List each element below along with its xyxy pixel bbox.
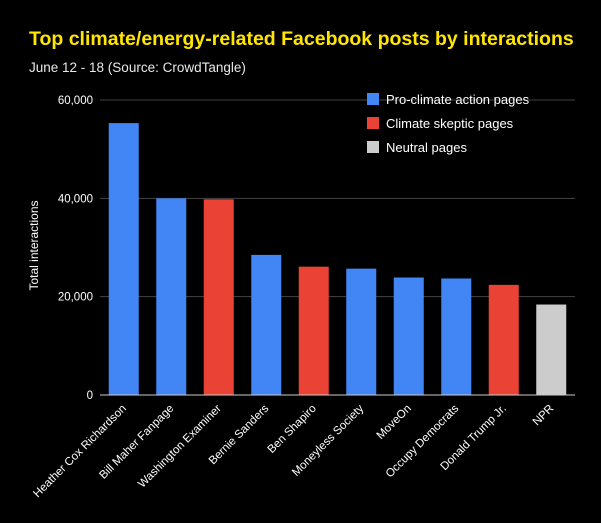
bar	[536, 304, 567, 395]
y-tick-label: 0	[87, 390, 93, 402]
y-tick-label: 20,000	[58, 292, 93, 304]
chart-subtitle: June 12 - 18 (Source: CrowdTangle)	[29, 60, 246, 75]
bar	[156, 198, 187, 395]
bar	[488, 284, 519, 395]
legend-label: Pro-climate action pages	[386, 92, 530, 107]
legend-label: Climate skeptic pages	[386, 116, 514, 131]
x-category-label: NPR	[531, 403, 557, 429]
legend-label: Neutral pages	[386, 140, 467, 155]
bar	[441, 278, 472, 395]
legend-swatch	[367, 93, 379, 105]
y-axis-ticks: 0 20,000 40,000 60,000	[58, 95, 93, 402]
bars	[108, 123, 567, 395]
y-axis-title: Total interactions	[27, 200, 41, 290]
chart-title: Top climate/energy-related Facebook post…	[29, 28, 574, 50]
x-category-label: MoveOn	[375, 403, 414, 442]
legend: Pro-climate action pages Climate skeptic …	[367, 92, 530, 155]
x-category-label: Heather Cox Richardson	[31, 403, 129, 501]
bar	[108, 123, 139, 395]
bar	[346, 268, 377, 395]
x-category-label: Washington Examiner	[136, 403, 224, 491]
bar	[203, 199, 234, 395]
y-tick-label: 40,000	[58, 193, 93, 205]
legend-swatch	[367, 141, 379, 153]
bar	[251, 254, 282, 395]
x-category-label: Ben Shapiro	[266, 403, 319, 456]
bar	[298, 266, 329, 395]
legend-swatch	[367, 117, 379, 129]
bar	[393, 277, 424, 395]
y-tick-label: 60,000	[58, 95, 93, 107]
